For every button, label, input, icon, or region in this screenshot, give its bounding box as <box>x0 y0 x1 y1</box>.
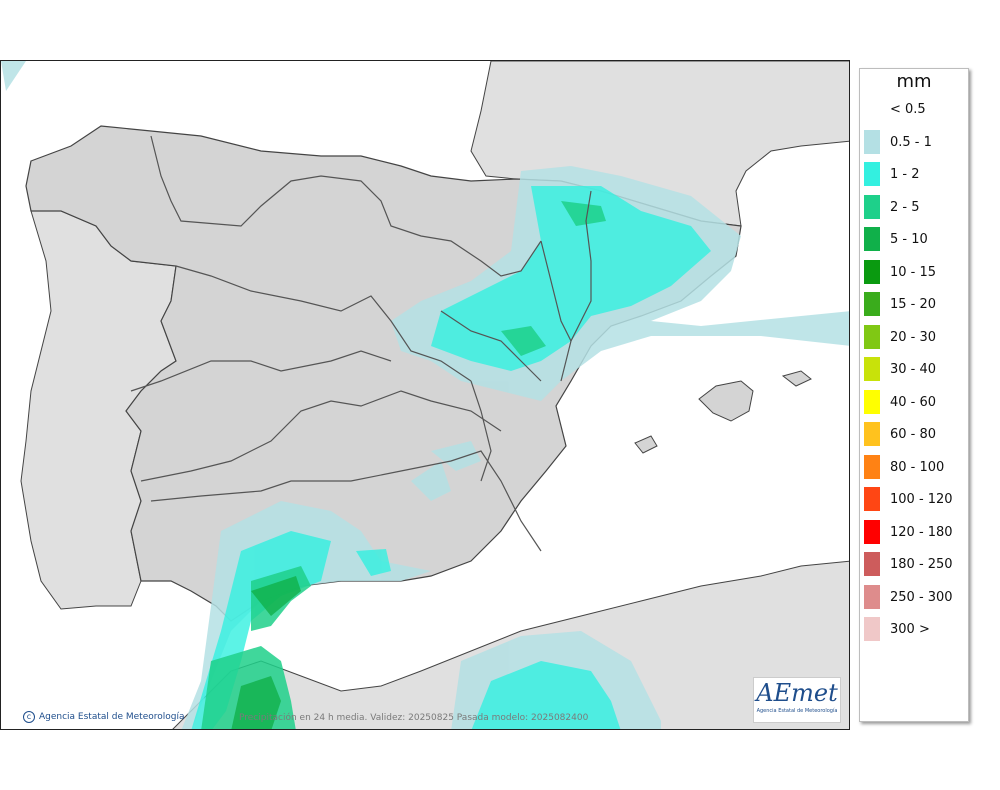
legend-panel: mm < 0.5 0.5 - 1 1 - 2 2 - 5 5 - 10 10 - 15 15… <box>859 68 969 722</box>
legend-label: 80 - 100 <box>890 459 945 475</box>
map-canvas <box>1 61 849 729</box>
legend-item: 300 > <box>864 617 964 641</box>
legend-item: 40 - 60 <box>864 389 964 414</box>
legend-unit: mm <box>896 71 932 92</box>
precipitation-map[interactable]: c Agencia Estatal de Meteorología Precipi… <box>0 60 850 730</box>
legend-swatch <box>864 617 880 641</box>
legend-label: 10 - 15 <box>890 264 937 280</box>
legend-swatch <box>864 519 880 544</box>
legend-swatch <box>864 227 880 251</box>
legend-item: 1 - 2 <box>864 162 964 186</box>
legend-swatch <box>864 259 880 284</box>
legend-item: 0.5 - 1 <box>864 129 964 154</box>
legend-label: 250 - 300 <box>890 589 953 605</box>
legend-item: 10 - 15 <box>864 259 964 284</box>
legend-item: 60 - 80 <box>864 422 964 446</box>
legend-item: 5 - 10 <box>864 227 964 251</box>
ibiza <box>634 435 658 454</box>
legend-label: 300 > <box>890 622 930 637</box>
legend-swatch <box>864 487 880 511</box>
legend-label: 0.5 - 1 <box>890 134 932 150</box>
legend-label: 20 - 30 <box>890 329 937 345</box>
legend-swatch <box>864 162 880 186</box>
legend-label: 15 - 20 <box>890 297 937 312</box>
legend-label: 40 - 60 <box>890 394 937 410</box>
legend-swatch <box>864 454 880 479</box>
legend-label: 100 - 120 <box>890 492 953 507</box>
aemet-logo: AEmet Agencia Estatal de Meteorología <box>753 677 841 723</box>
legend-label: 2 - 5 <box>890 199 920 215</box>
model-info-text: Precipitación en 24 h media. Validez: 20… <box>239 713 589 723</box>
legend-item: 120 - 180 <box>864 519 964 544</box>
precip-5-10 <box>231 576 301 729</box>
legend-item: 30 - 40 <box>864 357 964 381</box>
legend-swatch <box>864 357 880 381</box>
legend-item: 20 - 30 <box>864 324 964 349</box>
legend-label: 5 - 10 <box>890 232 928 247</box>
legend-swatch <box>864 324 880 349</box>
legend-label: 120 - 180 <box>890 524 953 540</box>
legend-swatch <box>864 584 880 609</box>
legend-swatch <box>864 292 880 316</box>
legend-label: 1 - 2 <box>890 167 920 182</box>
legend-item: 100 - 120 <box>864 487 964 511</box>
mallorca <box>698 380 754 422</box>
legend-item: 15 - 20 <box>864 292 964 316</box>
legend-swatch <box>864 194 880 219</box>
legend-item: 2 - 5 <box>864 194 964 219</box>
legend-label: 60 - 80 <box>890 427 937 442</box>
legend-label: 180 - 250 <box>890 557 953 572</box>
legend-item: 80 - 100 <box>864 454 964 479</box>
aemet-logo-brand: AEmet <box>756 679 838 707</box>
legend-label: 30 - 40 <box>890 362 937 377</box>
region-borders <box>130 135 592 552</box>
legend-swatch <box>864 97 880 121</box>
legend-swatch <box>864 552 880 576</box>
legend-item: < 0.5 <box>864 97 964 121</box>
legend-item: 180 - 250 <box>864 552 964 576</box>
legend-label: < 0.5 <box>890 102 926 117</box>
copyright-icon: c <box>23 711 35 723</box>
legend-item: 250 - 300 <box>864 584 964 609</box>
legend-swatch <box>864 422 880 446</box>
credit-text: c Agencia Estatal de Meteorología <box>23 711 185 723</box>
legend-swatch <box>864 389 880 414</box>
legend-swatch <box>864 129 880 154</box>
aemet-logo-subtitle: Agencia Estatal de Meteorología <box>756 708 838 714</box>
menorca <box>781 370 812 387</box>
